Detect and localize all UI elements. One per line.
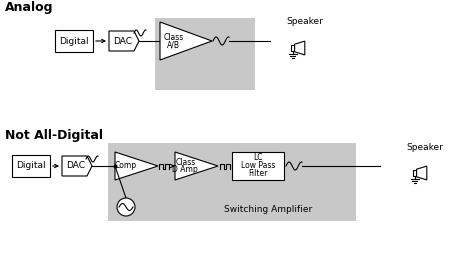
- Text: Filter: Filter: [248, 170, 268, 179]
- Bar: [55, 30, 93, 52]
- Bar: [413, 170, 416, 176]
- Polygon shape: [160, 22, 212, 60]
- Text: DAC: DAC: [113, 37, 132, 45]
- Polygon shape: [109, 31, 139, 51]
- Polygon shape: [295, 41, 305, 55]
- Text: Digital: Digital: [59, 37, 89, 45]
- Text: A/B: A/B: [167, 40, 180, 49]
- Text: Not All-Digital: Not All-Digital: [5, 128, 103, 142]
- Bar: [108, 143, 356, 221]
- Text: Analog: Analog: [5, 2, 53, 14]
- Polygon shape: [62, 156, 92, 176]
- Text: LC: LC: [253, 154, 263, 163]
- Text: Comp: Comp: [114, 162, 137, 171]
- Bar: [291, 45, 295, 51]
- Text: Speaker: Speaker: [287, 18, 323, 26]
- Text: Speaker: Speaker: [407, 143, 444, 152]
- Text: Digital: Digital: [16, 162, 46, 171]
- Polygon shape: [115, 152, 158, 180]
- Bar: [155, 18, 255, 90]
- Text: Class: Class: [175, 158, 196, 167]
- Text: Class: Class: [163, 33, 183, 42]
- Text: Low Pass: Low Pass: [241, 162, 275, 171]
- Polygon shape: [175, 152, 218, 180]
- Polygon shape: [416, 166, 427, 180]
- Circle shape: [117, 198, 135, 216]
- Text: Switching Amplifier: Switching Amplifier: [224, 206, 312, 214]
- Bar: [232, 152, 284, 180]
- Text: DAC: DAC: [67, 162, 86, 171]
- Text: D Amp: D Amp: [172, 165, 198, 174]
- Bar: [12, 155, 50, 177]
